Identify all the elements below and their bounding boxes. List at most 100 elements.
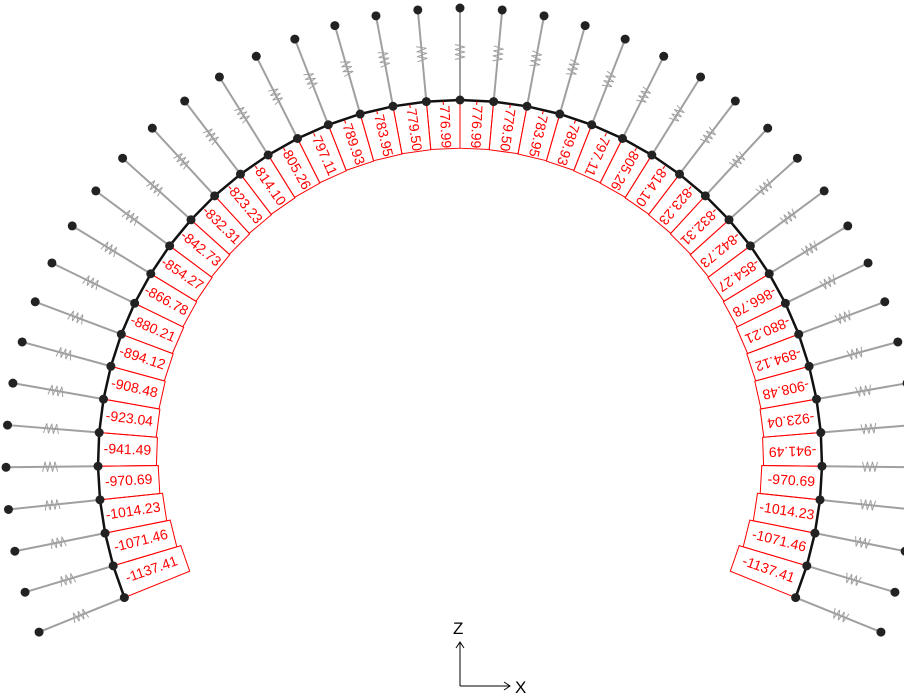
spring-zigzag-icon <box>800 240 818 257</box>
force-label: -832.31 <box>199 202 244 247</box>
spring-anchor-node <box>67 221 77 231</box>
lining-node <box>745 241 755 251</box>
force-label: -1137.41 <box>123 552 180 585</box>
force-label: -789.93 <box>554 118 584 168</box>
spring-element <box>814 532 904 553</box>
lining-node <box>675 169 685 179</box>
axis-indicator: Z X <box>453 619 526 696</box>
spring-element <box>21 340 112 368</box>
lining-node <box>293 134 303 144</box>
lining-node <box>555 109 565 119</box>
spring-zigzag-icon <box>833 608 850 623</box>
spring-element <box>816 382 904 401</box>
spring-anchor-node <box>890 587 900 597</box>
spring-anchor-node <box>497 5 507 15</box>
spring-zigzag-icon <box>121 209 139 226</box>
lining-node <box>815 495 825 505</box>
spring-anchor-node <box>763 123 773 133</box>
spring-anchor-node <box>17 337 27 347</box>
spring-element <box>293 38 330 126</box>
force-label: -814.10 <box>249 160 289 208</box>
spring-zigzag-icon <box>100 241 118 258</box>
spring-element <box>558 25 587 115</box>
force-label: -908.48 <box>110 375 160 401</box>
force-label: -894.12 <box>117 343 167 373</box>
force-label: -823.23 <box>223 180 266 227</box>
lining-node <box>794 329 804 339</box>
spring-element <box>8 498 101 511</box>
force-label: -779.50 <box>497 103 519 152</box>
spring-zigzag-icon <box>728 151 746 169</box>
spring-zigzag-icon <box>529 50 542 66</box>
spring-zigzag-icon <box>146 180 163 197</box>
lining-node <box>421 97 431 107</box>
spring-element <box>416 9 428 102</box>
spring-anchor-node <box>8 378 18 388</box>
spring-zigzag-icon <box>779 208 797 225</box>
spring-zigzag-icon <box>51 536 67 549</box>
spring-element <box>12 382 104 401</box>
force-label: -832.31 <box>677 204 722 249</box>
spring-element <box>728 157 799 221</box>
lining-node <box>95 495 105 505</box>
spring-anchor-node <box>900 546 904 556</box>
spring-element <box>808 340 899 368</box>
lining-node <box>522 101 532 111</box>
spring-anchor-node <box>880 297 890 307</box>
tunnel-lining <box>96 98 824 599</box>
lining-node <box>647 150 657 160</box>
lining-nodes <box>1 3 904 637</box>
spring-zigzag-icon <box>454 44 466 60</box>
spring-zigzag-icon <box>173 153 190 170</box>
lining-node <box>93 461 103 471</box>
lining-node <box>106 361 116 371</box>
spring-anchor-node <box>843 221 853 231</box>
force-label: -1137.41 <box>740 552 797 585</box>
spring-anchor-node <box>893 337 903 347</box>
spring-zigzag-icon <box>862 461 878 472</box>
spring-element <box>621 55 665 139</box>
lining-node <box>98 394 108 404</box>
force-label: -923.04 <box>766 410 815 432</box>
lining-node <box>146 269 156 279</box>
spring-zigzag-icon <box>82 275 99 291</box>
spring-zigzag-icon <box>668 104 685 122</box>
spring-element <box>255 55 299 139</box>
force-label: -789.93 <box>338 117 368 167</box>
spring-anchor-node <box>730 96 740 106</box>
lining-node <box>210 191 220 201</box>
force-labels: -1137.41-1071.46-1014.23-970.69-941.49-9… <box>103 100 816 585</box>
spring-anchor-node <box>91 186 101 196</box>
force-label: -783.95 <box>370 108 397 158</box>
force-label: -880.21 <box>743 314 793 348</box>
lining-node <box>130 298 140 308</box>
spring-element <box>24 564 114 594</box>
spring-element <box>704 127 769 197</box>
spring-anchor-node <box>580 21 590 31</box>
spring-element <box>71 225 152 275</box>
lining-node <box>489 97 499 107</box>
force-label: -776.99 <box>436 100 454 148</box>
spring-anchor-node <box>876 627 886 637</box>
lining-node <box>388 101 398 111</box>
spring-anchor-node <box>863 258 873 268</box>
force-label: -923.04 <box>105 407 154 429</box>
spring-anchor-node <box>371 11 381 21</box>
spring-element <box>492 9 504 102</box>
spring-zigzag-icon <box>202 128 219 146</box>
spring-zigzag-icon <box>42 461 59 473</box>
force-label: -783.95 <box>526 109 553 159</box>
lining-node <box>263 150 273 160</box>
spring-zigzag-icon <box>846 572 862 587</box>
lining-node <box>780 298 790 308</box>
force-label: -779.50 <box>403 103 425 152</box>
force-label: -823.23 <box>656 182 699 229</box>
lining-node <box>802 561 812 571</box>
spring-anchor-node <box>819 186 829 196</box>
spring-zigzag-icon <box>636 86 652 103</box>
spring-element <box>768 225 849 275</box>
spring-element <box>7 424 100 434</box>
force-label: -842.73 <box>697 229 744 272</box>
spring-zigzag-icon <box>566 58 580 75</box>
spring-anchor-node <box>147 123 157 133</box>
